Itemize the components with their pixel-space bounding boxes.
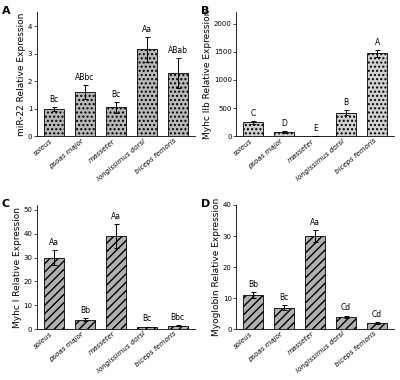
Text: Bc: Bc — [49, 95, 58, 103]
Bar — [106, 108, 126, 136]
Text: D: D — [201, 199, 210, 209]
Text: Bbc: Bbc — [171, 313, 185, 322]
Text: Cd: Cd — [341, 304, 351, 312]
Bar — [243, 122, 263, 136]
Text: Bc: Bc — [142, 314, 152, 323]
Y-axis label: Myoglobin Relative Expression: Myoglobin Relative Expression — [212, 198, 221, 336]
Text: B: B — [201, 6, 210, 16]
Y-axis label: Myhc IIb Relative Expression: Myhc IIb Relative Expression — [203, 10, 212, 139]
Text: Bc: Bc — [111, 90, 120, 99]
Text: ABbc: ABbc — [75, 73, 94, 82]
Bar — [243, 295, 263, 329]
Bar — [137, 327, 157, 329]
Text: C: C — [250, 109, 256, 117]
Bar — [305, 236, 325, 329]
Text: C: C — [2, 199, 10, 209]
Text: Cd: Cd — [372, 310, 382, 319]
Text: Aa: Aa — [49, 238, 59, 247]
Bar — [367, 54, 387, 136]
Bar — [75, 320, 95, 329]
Text: B: B — [344, 98, 349, 108]
Text: A: A — [374, 38, 380, 47]
Text: Aa: Aa — [310, 218, 320, 227]
Bar — [336, 113, 356, 136]
Bar — [44, 109, 64, 136]
Bar — [274, 307, 294, 329]
Bar — [367, 323, 387, 329]
Text: Aa: Aa — [142, 25, 152, 34]
Text: Bc: Bc — [280, 293, 289, 302]
Text: E: E — [313, 124, 318, 133]
Text: ABab: ABab — [168, 46, 188, 55]
Bar — [75, 92, 95, 136]
Bar — [168, 326, 188, 329]
Y-axis label: miR-22 Relative Expression: miR-22 Relative Expression — [18, 13, 26, 136]
Text: Aa: Aa — [111, 212, 121, 221]
Text: D: D — [281, 119, 287, 128]
Bar — [106, 236, 126, 329]
Bar — [44, 258, 64, 329]
Y-axis label: Myhc I Relative Expression: Myhc I Relative Expression — [13, 207, 22, 328]
Text: Bb: Bb — [248, 280, 258, 289]
Text: A: A — [2, 6, 10, 16]
Bar — [274, 132, 294, 136]
Text: Bb: Bb — [80, 306, 90, 315]
Bar — [336, 317, 356, 329]
Bar — [137, 49, 157, 136]
Bar — [168, 73, 188, 136]
